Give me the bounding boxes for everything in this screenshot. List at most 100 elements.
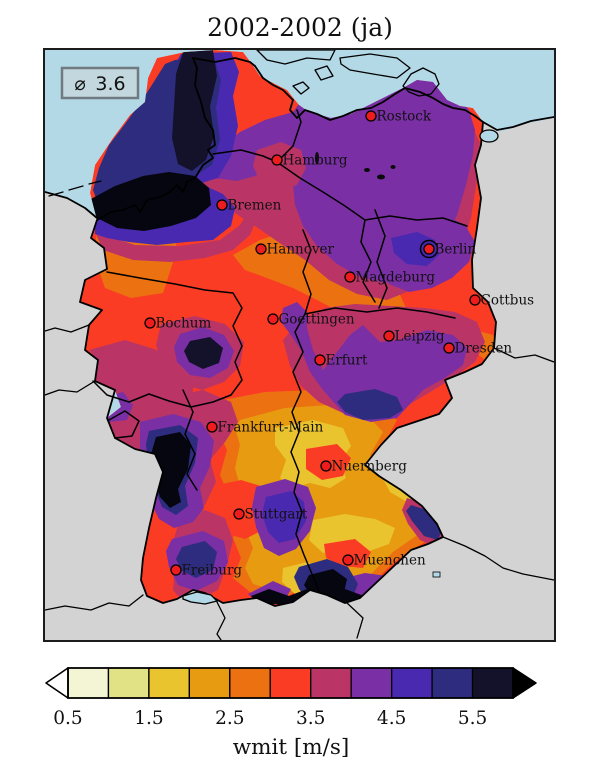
- average-value: ⌀ 3.6: [74, 73, 125, 95]
- city-label: Magdeburg: [356, 270, 436, 286]
- city-label: Erfurt: [326, 353, 368, 369]
- colorbar-under-arrow: [45, 667, 69, 699]
- contour-black-blackforest: [151, 432, 191, 508]
- land-outside-germany: [45, 118, 554, 640]
- city-dot: [314, 354, 326, 366]
- city-label: Leipzig: [395, 329, 445, 345]
- city-label: Nuernberg: [332, 459, 408, 475]
- colorbar-cell: [148, 667, 191, 699]
- chiemsee-lake: [432, 571, 441, 578]
- berlin-city-boundary: [419, 239, 439, 259]
- city-label: Rostock: [377, 109, 432, 125]
- colorbar-outline: [67, 667, 514, 699]
- wadden-islands: [48, 180, 102, 197]
- city-marker: Bremen: [216, 198, 282, 214]
- city-markers: Rostock Hamburg Bremen Hannover Berlin Magdeb…: [144, 109, 534, 579]
- border-belgium: [45, 324, 90, 333]
- schaalsee-lake: [315, 152, 319, 164]
- border-austria-ch: [216, 601, 226, 640]
- contour-violet-alb: [262, 491, 306, 543]
- colorbar-cell: [431, 667, 474, 699]
- colorbar-label: wmit [m/s]: [233, 735, 350, 760]
- border-switzerland: [45, 594, 144, 611]
- city-label: Stuttgart: [245, 507, 308, 523]
- city-dot: [255, 243, 267, 255]
- fehmarn-island: [292, 81, 310, 95]
- city-marker: Hannover: [255, 242, 335, 258]
- city-dot: [320, 460, 332, 472]
- border-austria-internal: [346, 602, 364, 639]
- contour-navy-freiburg: [176, 541, 217, 578]
- figure-title: 2002-2002 (ja): [207, 13, 393, 42]
- city-label: Muenchen: [354, 553, 426, 569]
- city-label: Bochum: [156, 316, 212, 332]
- border-poland-czech: [493, 347, 554, 363]
- germany-wind-map: Rostock Hamburg Bremen Hannover Berlin Magdeb…: [43, 48, 556, 642]
- contour-black-coast: [89, 172, 211, 231]
- contour-red-muenchen: [324, 539, 371, 568]
- colorbar-tick: 0.5: [53, 708, 82, 729]
- colorbar-cell: [471, 667, 514, 699]
- colorbar-cell: [390, 667, 433, 699]
- city-marker: Muenchen: [342, 553, 426, 569]
- border-france: [45, 380, 96, 396]
- city-label: Hannover: [267, 242, 335, 258]
- city-dot: [344, 271, 356, 283]
- contour-purple-thuringia: [281, 302, 467, 422]
- city-label: Goettingen: [279, 312, 355, 328]
- city-label: Dresden: [455, 341, 513, 357]
- city-marker: Goettingen: [267, 312, 355, 328]
- colorbar: 0.5 1.5 2.5 3.5 4.5 5.5 wmit [m/s]: [45, 667, 537, 760]
- city-marker: Rostock: [365, 109, 432, 125]
- colorbar-over-arrow: [512, 667, 537, 699]
- city-marker: Stuttgart: [233, 507, 308, 523]
- colorbar-tick: 2.5: [215, 708, 244, 729]
- city-label: Hamburg: [283, 153, 348, 169]
- city-dot: [423, 243, 435, 255]
- colorbar-tick: 5.5: [458, 708, 487, 729]
- average-box: ⌀ 3.6: [60, 66, 140, 100]
- city-marker: Dresden: [443, 341, 513, 357]
- contour-black-frisia: [172, 50, 217, 171]
- city-dot: [342, 554, 354, 566]
- city-label: Bremen: [228, 198, 282, 214]
- coastline-netherlands: [45, 191, 98, 219]
- denmark-isle-small: [314, 65, 334, 81]
- colorbar-tick: 3.5: [296, 708, 325, 729]
- denmark-isles: [339, 53, 411, 79]
- denmark-jutland: [256, 50, 336, 65]
- city-marker: Leipzig: [383, 329, 445, 345]
- city-marker: Bochum: [144, 316, 212, 332]
- colorbar-cell: [310, 667, 352, 699]
- city-marker: Hamburg: [271, 153, 348, 169]
- city-dot: [383, 330, 395, 342]
- szczecin-lagoon: [479, 129, 499, 143]
- city-dot: [233, 508, 245, 520]
- city-dot: [206, 421, 218, 433]
- contour-navy-thuringia: [337, 389, 403, 420]
- city-dot: [365, 110, 377, 122]
- coastline-baltic: [254, 65, 484, 123]
- city-label: Frankfurt-Main: [218, 420, 324, 436]
- colorbar-ticks: 0.5 1.5 2.5 3.5 4.5 5.5: [53, 708, 487, 729]
- city-dot: [443, 342, 455, 354]
- colorbar-tick: 1.5: [134, 708, 163, 729]
- contour-magenta-hamburg: [253, 142, 306, 191]
- colorbar-cell: [350, 667, 393, 699]
- colorbar-tick: 4.5: [377, 708, 406, 729]
- coastline-northsea: [96, 57, 216, 221]
- city-dot: [469, 294, 481, 306]
- coastline-poland: [482, 116, 554, 131]
- contour-magenta-nw-fringe: [95, 208, 257, 262]
- colorbar-cells: [67, 667, 514, 699]
- colorbar-cell: [229, 667, 271, 699]
- border-czech-austria: [442, 536, 554, 581]
- state-borders: [92, 109, 468, 592]
- city-marker: Cottbus: [469, 293, 534, 309]
- lake-constance: [182, 591, 219, 605]
- city-marker: Berlin: [423, 242, 476, 258]
- city-marker: Magdeburg: [344, 270, 436, 286]
- ruegen-island: [402, 67, 440, 97]
- border-denmark: [192, 57, 256, 67]
